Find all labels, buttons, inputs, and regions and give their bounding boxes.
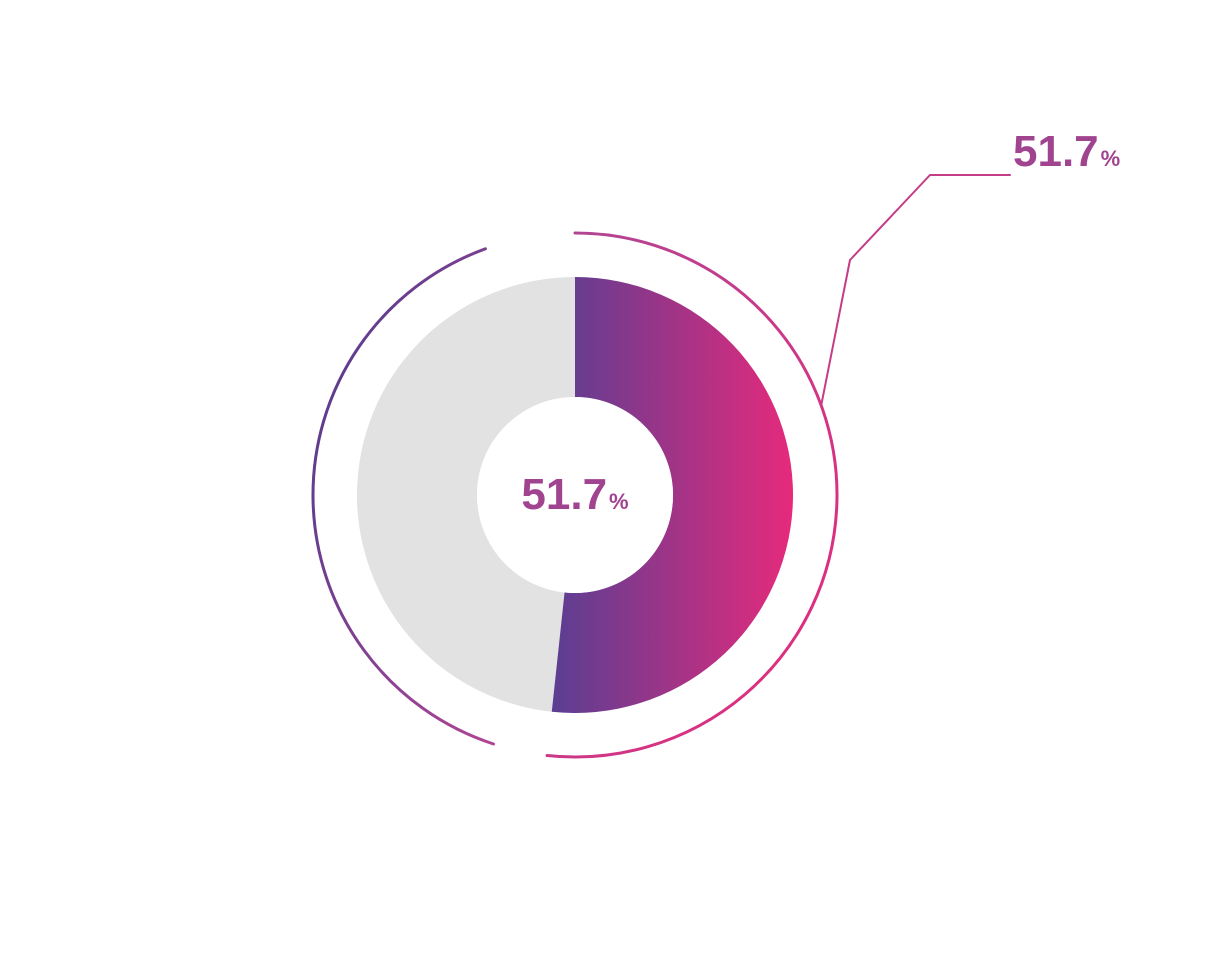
callout-percentage-label: 51.7% <box>1013 127 1120 177</box>
callout-leader-line <box>821 175 1010 405</box>
callout-percentage-value: 51.7 <box>1013 127 1099 176</box>
percentage-donut-chart: 51.7% 51.7% <box>0 0 1225 980</box>
center-percentage-label: 51.7% <box>521 470 628 520</box>
center-percentage-value: 51.7 <box>521 470 607 519</box>
center-percentage-suffix: % <box>609 489 629 514</box>
callout-percentage-suffix: % <box>1101 146 1121 171</box>
